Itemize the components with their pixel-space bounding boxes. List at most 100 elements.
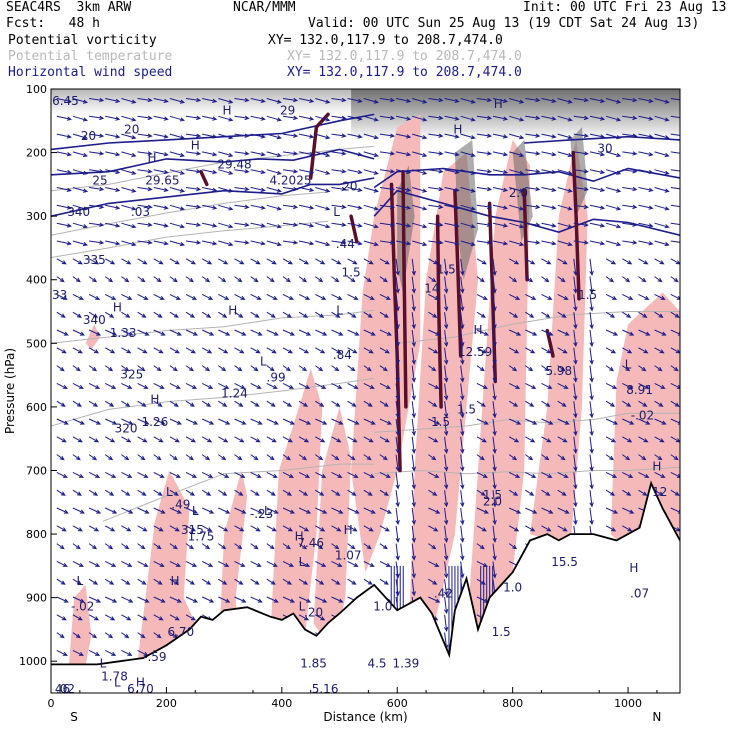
wind-vector	[315, 525, 326, 532]
wind-vector	[670, 98, 680, 101]
wind-vector	[541, 98, 557, 103]
wind-vector	[121, 525, 132, 532]
wind-vector	[250, 400, 260, 407]
wind-vector	[525, 365, 534, 372]
wind-vector	[104, 347, 116, 354]
wind-vector	[508, 347, 520, 354]
legend-pv-label: Potential vorticity	[8, 33, 157, 48]
wind-vector	[395, 525, 400, 543]
wind-vector	[395, 543, 400, 561]
wind-vector	[266, 418, 279, 425]
pv-strong-contour	[389, 182, 402, 473]
wind-vector	[234, 115, 250, 121]
wind-vector	[282, 169, 299, 174]
wind-vector	[428, 436, 439, 443]
field-label: L	[336, 304, 343, 318]
wind-vector	[56, 560, 68, 567]
field-label: 20	[124, 123, 139, 137]
wind-vector	[185, 596, 199, 603]
wind-vector	[298, 382, 311, 389]
plot-frame	[50, 88, 681, 694]
wind-vector	[379, 115, 396, 121]
wind-vector	[201, 276, 211, 283]
wind-vector	[525, 454, 534, 461]
wind-vector	[121, 596, 134, 603]
field-label: .42	[434, 587, 453, 601]
field-label: 1.5	[437, 262, 456, 276]
wind-vector	[525, 507, 538, 514]
wind-vector	[105, 169, 121, 175]
wind-vector	[557, 436, 568, 443]
wind-vector	[428, 596, 441, 603]
wind-vector	[509, 222, 525, 229]
wind-vector	[88, 614, 100, 621]
wind-vector	[638, 311, 648, 318]
wind-vector	[443, 383, 449, 401]
wind-vector	[105, 133, 121, 139]
wind-vector	[315, 204, 331, 211]
wind-vector	[395, 204, 412, 210]
wind-vector	[218, 204, 234, 211]
wind-vector	[331, 578, 341, 585]
wind-vector	[363, 222, 379, 229]
wind-vector	[169, 222, 186, 229]
wind-vector	[363, 418, 376, 425]
wind-vector	[266, 365, 275, 372]
wind-vector	[121, 187, 137, 193]
wind-vector	[185, 97, 202, 103]
field-label: 14	[424, 281, 439, 295]
wind-vector	[654, 311, 664, 318]
wind-vector	[89, 169, 105, 174]
wind-vector	[605, 258, 617, 265]
wind-vector	[589, 472, 594, 490]
wind-vector	[525, 276, 534, 283]
wind-vector	[508, 436, 520, 443]
wind-vector	[573, 276, 578, 294]
wind-vector	[605, 418, 619, 425]
wind-vector	[218, 347, 229, 354]
wind-vector	[411, 507, 416, 526]
wind-vector	[347, 98, 363, 103]
field-label: -.02	[631, 409, 654, 423]
field-label: 1.26	[142, 415, 169, 429]
wind-vector	[315, 578, 325, 585]
wind-vector	[622, 525, 633, 532]
wind-vector	[460, 204, 476, 211]
wind-vector	[492, 222, 509, 228]
wind-vector	[508, 365, 518, 372]
wind-vector	[460, 187, 476, 193]
wind-vector	[137, 436, 148, 443]
wind-vector	[670, 187, 680, 190]
wind-vector	[137, 329, 150, 336]
wind-vector	[411, 543, 416, 561]
wind-vector	[298, 436, 310, 443]
wind-vector	[654, 240, 670, 247]
wind-vector	[573, 418, 578, 437]
wind-vector	[541, 454, 550, 461]
wind-vector	[201, 578, 212, 585]
wind-vector	[331, 400, 341, 407]
wind-vector	[72, 382, 84, 389]
wind-vector	[88, 436, 100, 443]
wind-vector	[218, 382, 230, 389]
wind-vector	[476, 97, 493, 103]
wind-vector	[622, 418, 635, 425]
wind-vector	[557, 400, 567, 407]
wind-vector	[638, 418, 651, 425]
wind-vector	[72, 454, 81, 461]
wind-vector	[443, 294, 449, 312]
wind-vector	[218, 543, 227, 550]
field-label: 5.16	[312, 682, 339, 696]
wind-vector	[266, 347, 277, 354]
wind-vector	[315, 418, 328, 425]
wind-vector	[443, 401, 449, 419]
field-label: 1.85	[300, 657, 327, 671]
wind-vector	[266, 489, 276, 496]
y-tick-label: 100	[26, 83, 47, 96]
wind-vector	[298, 240, 315, 246]
x-tick-label: 600	[387, 697, 408, 710]
wind-vector	[137, 293, 149, 300]
wind-vector	[476, 258, 487, 265]
field-label: 325	[120, 367, 143, 381]
wind-vector	[250, 382, 262, 389]
